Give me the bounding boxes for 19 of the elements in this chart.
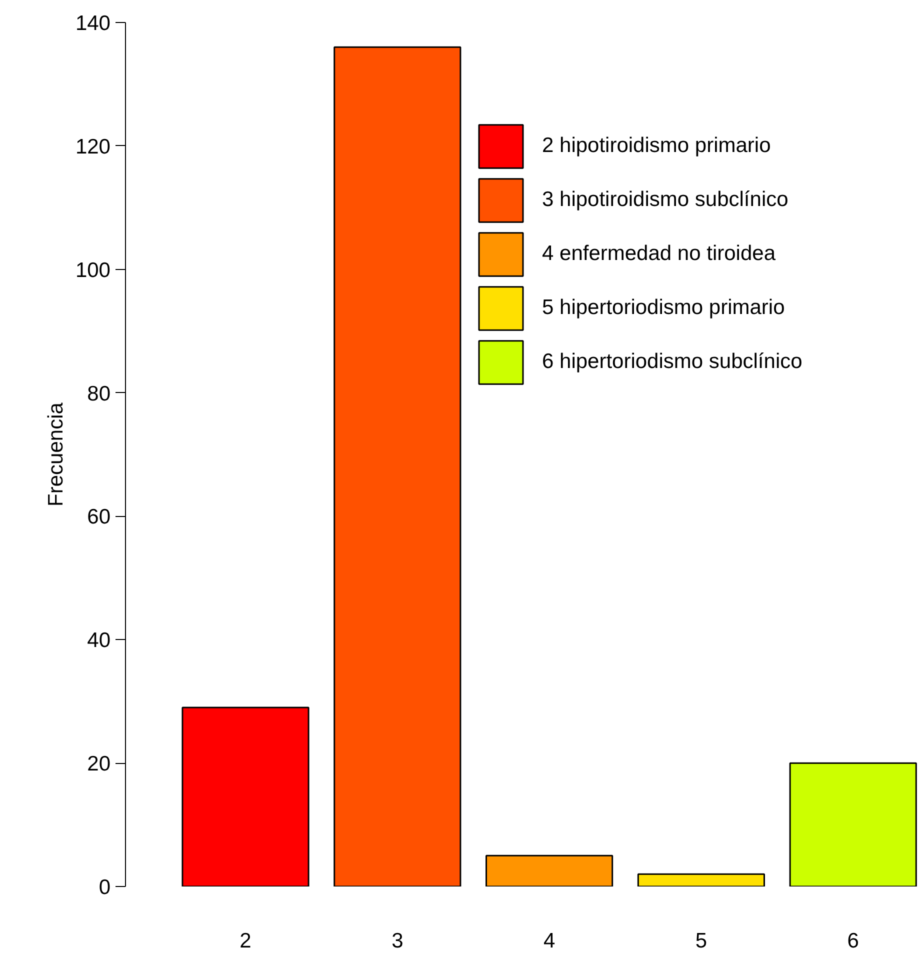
y-tick-label: 100 — [75, 258, 111, 282]
x-tick-label: 6 — [847, 930, 859, 952]
x-tick-label: 3 — [392, 930, 404, 952]
legend-label: 4 enfermedad no tiroidea — [542, 241, 776, 267]
y-tick-label: 0 — [98, 876, 111, 899]
x-tick-label: 4 — [543, 930, 556, 952]
legend-label: 2 hipotiroidismo primario — [542, 133, 771, 159]
y-axis-title: Frecuencia — [44, 402, 68, 506]
y-tick-label: 20 — [87, 752, 110, 776]
y-tick-label: 60 — [87, 506, 110, 529]
y-tick-label: 80 — [87, 382, 110, 406]
legend-label: 6 hipertoriodismo subclínico — [542, 349, 802, 375]
y-tick-label: 40 — [87, 629, 110, 652]
legend-label: 5 hipertoriodismo primario — [542, 295, 785, 321]
y-tick-label: 140 — [75, 12, 111, 35]
legend-label: 3 hipotiroidismo subclínico — [542, 187, 788, 213]
x-tick-label: 5 — [695, 930, 708, 952]
x-tick-label: 2 — [240, 930, 252, 952]
y-tick-label: 120 — [75, 135, 111, 158]
